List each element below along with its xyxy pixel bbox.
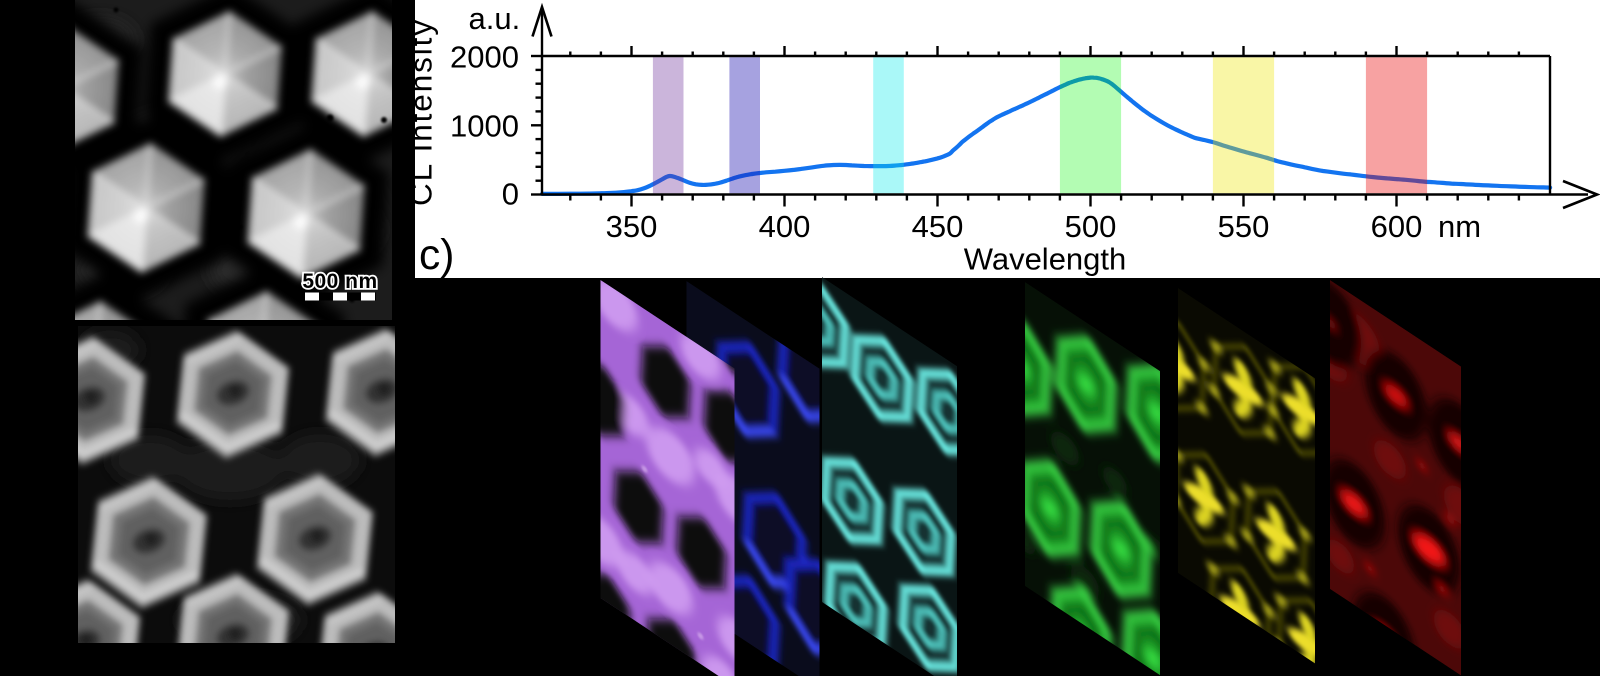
svg-text:500 nm: 500 nm [302, 270, 377, 293]
svg-text:0: 0 [502, 177, 519, 212]
svg-text:a.u.: a.u. [469, 1, 521, 36]
svg-text:450: 450 [912, 209, 964, 244]
svg-text:500: 500 [1065, 209, 1117, 244]
svg-text:CL Intensity: CL Intensity [403, 18, 439, 206]
svg-text:400: 400 [759, 209, 811, 244]
svg-text:2000: 2000 [450, 39, 519, 74]
svg-text:550: 550 [1218, 209, 1270, 244]
svg-text:c): c) [419, 232, 454, 279]
svg-text:nm: nm [1438, 209, 1481, 244]
svg-text:1000: 1000 [450, 109, 519, 144]
svg-text:Wavelength: Wavelength [964, 241, 1127, 276]
svg-text:600: 600 [1371, 209, 1423, 244]
svg-text:350: 350 [606, 209, 658, 244]
